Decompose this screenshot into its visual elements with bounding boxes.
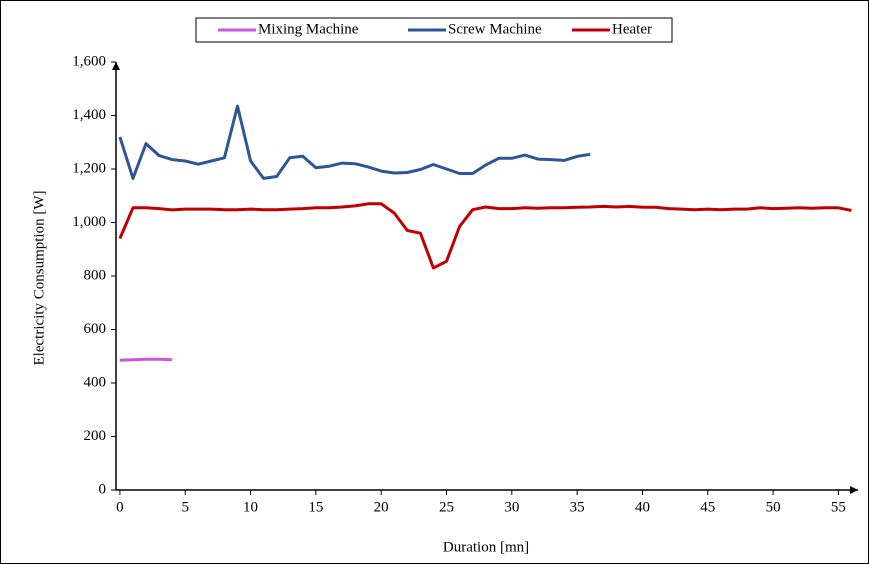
x-tick-label: 5 <box>181 499 189 515</box>
y-tick-label: 600 <box>84 321 107 337</box>
x-tick-label: 45 <box>700 499 715 515</box>
legend-label: Screw Machine <box>448 21 542 37</box>
y-tick-label: 1,000 <box>72 214 106 230</box>
x-tick-label: 10 <box>243 499 258 515</box>
x-tick-label: 50 <box>766 499 781 515</box>
x-tick-label: 30 <box>504 499 519 515</box>
chart: Duration [mn] Electricity Consumption [W… <box>0 0 869 564</box>
line-series <box>120 359 172 360</box>
x-tick-label: 0 <box>116 499 124 515</box>
y-tick-label: 1,200 <box>72 160 106 176</box>
y-tick-label: 0 <box>99 481 107 497</box>
x-tick-label: 55 <box>831 499 846 515</box>
x-tick-label: 15 <box>308 499 323 515</box>
y-tick-label: 200 <box>84 428 107 444</box>
x-tick-label: 35 <box>570 499 585 515</box>
x-axis-title: Duration [mn] <box>443 539 529 555</box>
x-tick-label: 25 <box>439 499 454 515</box>
x-tick-label: 40 <box>635 499 650 515</box>
legend-label: Heater <box>612 21 652 37</box>
x-tick-label: 20 <box>374 499 389 515</box>
y-tick-label: 400 <box>84 374 107 390</box>
y-tick-label: 800 <box>84 267 107 283</box>
y-tick-label: 1,600 <box>72 53 106 69</box>
legend-label: Mixing Machine <box>258 21 359 37</box>
y-axis-title: Electricity Consumption [W] <box>31 191 47 366</box>
y-tick-label: 1,400 <box>72 107 106 123</box>
frame <box>1 1 869 564</box>
